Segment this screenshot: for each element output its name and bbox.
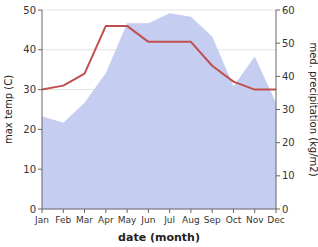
y2-tick-label: 20 xyxy=(282,137,295,148)
y2-tick xyxy=(276,109,280,110)
y2-tick-label: 40 xyxy=(282,71,295,82)
y-tick-label: 0 xyxy=(30,204,36,215)
y2-tick xyxy=(276,76,280,77)
y-tick xyxy=(38,49,42,50)
x-tick-label: Aug xyxy=(182,215,200,225)
x-tick-label: Jan xyxy=(34,215,49,225)
x-tick-label: Jul xyxy=(163,215,175,225)
y2-tick-label: 10 xyxy=(282,170,295,181)
y2-tick-label: 50 xyxy=(282,38,295,49)
y2-tick-label: 0 xyxy=(282,204,288,215)
y-tick-label: 50 xyxy=(23,5,36,16)
x-tick-label: Oct xyxy=(226,215,242,225)
y2-tick xyxy=(276,10,280,11)
x-tick xyxy=(254,209,255,213)
temp-line xyxy=(42,26,276,90)
y-tick xyxy=(38,209,42,210)
grid-line xyxy=(42,10,276,11)
precip-area xyxy=(42,13,276,209)
chart-container: 010203040500102030405060JanFebMarAprMayJ… xyxy=(0,0,318,247)
x-tick xyxy=(212,209,213,213)
y2-tick xyxy=(276,142,280,143)
x-tick-label: Dec xyxy=(267,215,284,225)
x-tick-label: Mar xyxy=(76,215,93,225)
y2-tick xyxy=(276,175,280,176)
y2-tick-label: 60 xyxy=(282,5,295,16)
x-tick xyxy=(42,209,43,213)
x-tick xyxy=(84,209,85,213)
x-tick-label: Jun xyxy=(140,215,155,225)
y-tick xyxy=(38,169,42,170)
x-tick-label: Sep xyxy=(204,215,221,225)
y-tick xyxy=(38,10,42,11)
y2-axis-label: med. precipitation (kg/m2) xyxy=(308,42,318,176)
x-tick-label: Feb xyxy=(55,215,71,225)
y-axis-label: max temp (C) xyxy=(3,75,14,144)
x-tick xyxy=(190,209,191,213)
chart: 010203040500102030405060JanFebMarAprMayJ… xyxy=(0,0,318,247)
x-tick xyxy=(169,209,170,213)
y-axis-line xyxy=(42,10,43,209)
x-tick-label: Apr xyxy=(98,215,114,225)
x-tick xyxy=(148,209,149,213)
x-tick xyxy=(127,209,128,213)
x-tick xyxy=(63,209,64,213)
x-tick xyxy=(105,209,106,213)
x-tick-label: Nov xyxy=(246,215,264,225)
y2-tick xyxy=(276,43,280,44)
x-axis-label: date (month) xyxy=(118,231,200,244)
x-tick-label: May xyxy=(118,215,137,225)
grid-line xyxy=(42,209,276,210)
y2-tick xyxy=(276,209,280,210)
y-tick xyxy=(38,89,42,90)
y-tick-label: 40 xyxy=(23,44,36,55)
y2-tick-label: 30 xyxy=(282,104,295,115)
x-axis-line xyxy=(42,209,276,210)
plot-area xyxy=(42,13,276,209)
y-tick-label: 30 xyxy=(23,84,36,95)
x-tick xyxy=(233,209,234,213)
grid xyxy=(42,10,276,209)
x-tick xyxy=(276,209,277,213)
axes: 010203040500102030405060JanFebMarAprMayJ… xyxy=(3,5,318,245)
y-tick-label: 10 xyxy=(23,164,36,175)
y-tick-label: 20 xyxy=(23,124,36,135)
y-tick xyxy=(38,129,42,130)
